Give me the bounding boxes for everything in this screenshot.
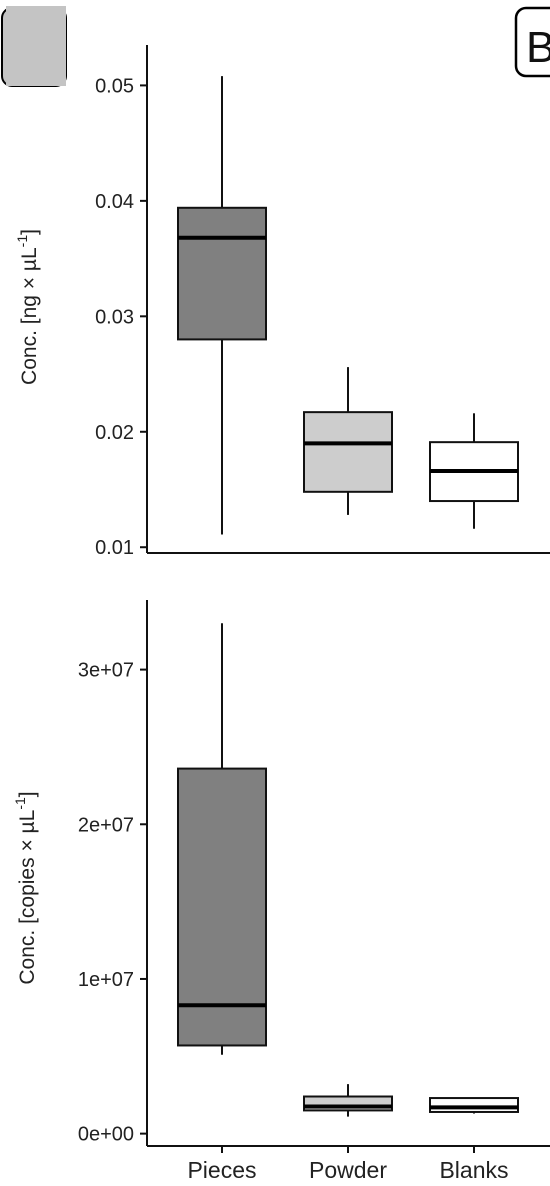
y-axis-title: Conc. [copies × µL-1]	[12, 791, 39, 984]
y-axis-title: Conc. [ng × µL-1]	[14, 229, 41, 385]
concentration-copies-panel: 0e+00 1e+07 2e+07 3e+07 Conc. [copies × µL-1…	[12, 600, 550, 1183]
cropped-panel-tab-fill	[6, 6, 66, 86]
panel-letter: B	[526, 23, 550, 72]
box-blanks	[429, 1097, 519, 1113]
concentration-ng-panel: 0.01 0.02 0.03 0.04 0.05 Conc. [ng × µL-1]	[14, 45, 550, 559]
y-tick-label: 0.05	[95, 75, 134, 97]
x-tick-label: Pieces	[187, 1157, 256, 1183]
box-pieces	[177, 206, 267, 341]
panel-letter-box	[514, 6, 550, 78]
box-powder	[303, 411, 393, 493]
y-tick-label: 2e+07	[78, 814, 134, 836]
x-tick-label: Blanks	[439, 1157, 508, 1183]
box-pieces	[177, 767, 267, 1047]
y-tick-label: 3e+07	[78, 660, 134, 682]
y-tick-label: 1e+07	[78, 969, 134, 991]
y-tick-label: 0e+00	[78, 1124, 134, 1146]
y-tick-label: 0.04	[95, 191, 134, 213]
x-tick-label: Powder	[309, 1157, 387, 1183]
y-tick-label: 0.01	[95, 537, 134, 559]
y-tick-label: 0.02	[95, 422, 134, 444]
y-tick-label: 0.03	[95, 306, 134, 328]
